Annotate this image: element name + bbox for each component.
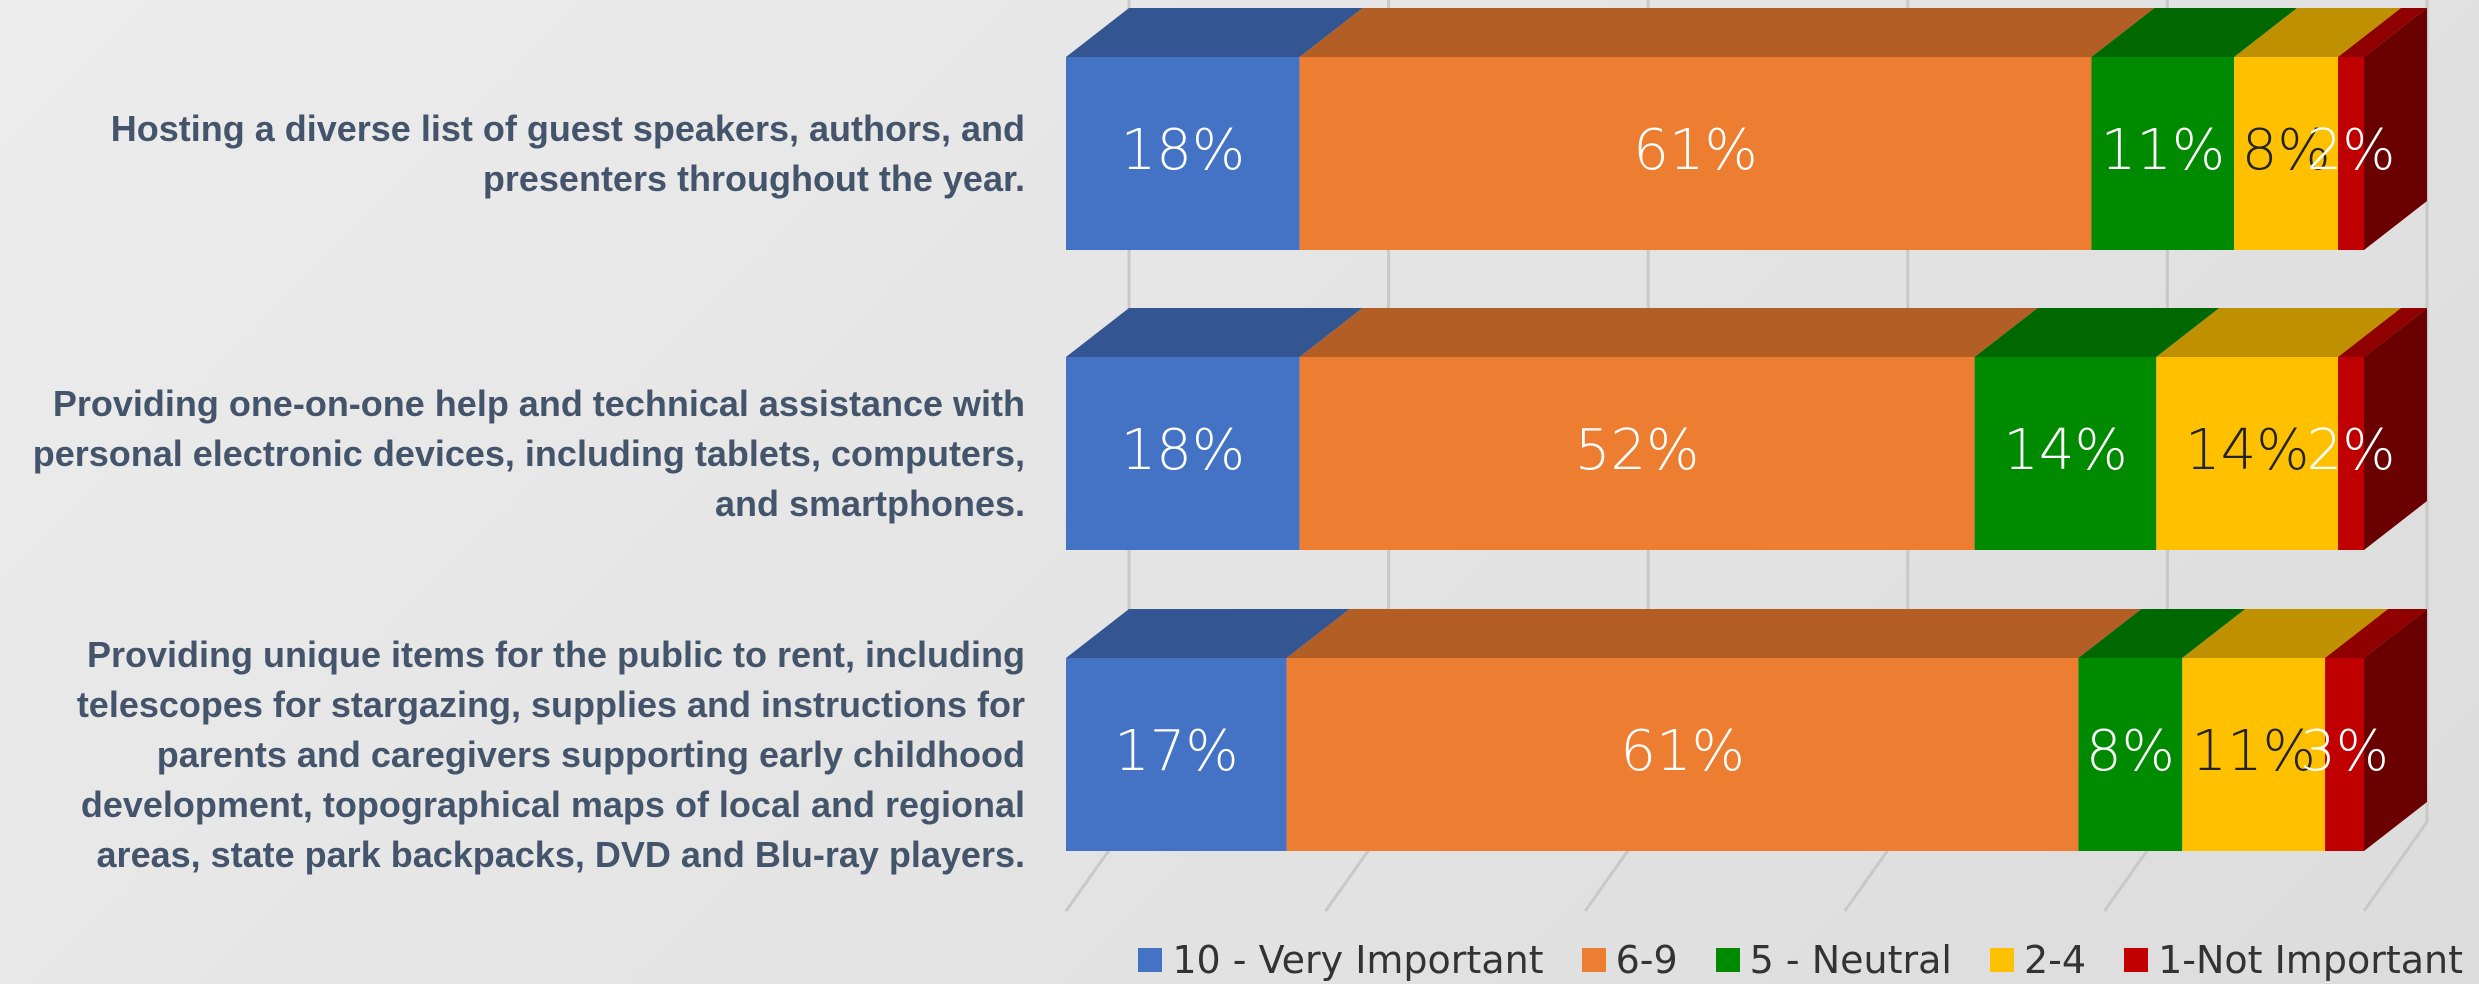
bar-front <box>2325 658 2364 851</box>
bar-front <box>2338 357 2364 550</box>
bar-segment <box>1066 8 1363 250</box>
value-label: 3% <box>2300 719 2389 784</box>
bar-front <box>2156 357 2339 550</box>
category-label: Providing one-on-one help and technical … <box>32 382 1025 524</box>
value-label: 2% <box>2307 118 2396 183</box>
legend: 10 - Very Important 6-9 5 - Neutral 2-4 1-No… <box>1138 938 2463 982</box>
bar-segment <box>2182 609 2389 851</box>
bar-top <box>2338 308 2427 357</box>
value-label: 61% <box>1633 118 1757 183</box>
bar-segment <box>2338 8 2427 250</box>
legend-label: 1-Not Important <box>2158 938 2463 982</box>
value-label: 8% <box>2242 118 2331 183</box>
legend-item: 6-9 <box>1581 938 1678 982</box>
bar-front <box>1299 357 1975 550</box>
bar-side <box>2364 609 2427 851</box>
legend-item: 5 - Neutral <box>1715 938 1952 982</box>
bar-segment <box>2234 8 2402 250</box>
bar-segment <box>1066 609 1350 851</box>
value-label: 11% <box>2101 118 2225 183</box>
bar-front <box>2182 658 2326 851</box>
value-label: 61% <box>1620 719 1744 784</box>
bar-top <box>1299 8 2155 57</box>
value-label: 2% <box>2307 418 2396 483</box>
bar-segment <box>1974 308 2220 550</box>
legend-swatch <box>1581 948 1606 972</box>
bar-top <box>2091 8 2298 57</box>
value-label: 17% <box>1114 719 1238 784</box>
value-label: 52% <box>1575 418 1699 483</box>
bar-segment <box>1286 609 2142 851</box>
bar-top <box>1066 8 1363 57</box>
bar-front <box>2338 57 2364 250</box>
bar-top <box>2325 609 2427 658</box>
bar-top <box>2338 8 2427 57</box>
bar-side <box>2364 8 2427 250</box>
value-label: 18% <box>1121 418 1245 483</box>
legend-label: 10 - Very Important <box>1172 938 1544 982</box>
legend-swatch <box>1138 948 1163 972</box>
bar-top <box>2234 8 2402 57</box>
value-label: 18% <box>1121 118 1245 183</box>
grid-line <box>2362 0 2429 912</box>
bar-front <box>2091 57 2235 250</box>
bar-top <box>1974 308 2220 357</box>
bar-front <box>1066 57 1300 250</box>
bar-segment <box>1299 8 2155 250</box>
legend-label: 6-9 <box>1615 938 1678 982</box>
bar-top <box>2156 308 2402 357</box>
legend-item: 1-Not Important <box>2124 938 2463 982</box>
bar-front <box>1974 357 2157 550</box>
legend-swatch <box>2124 948 2149 972</box>
value-label: 11% <box>2191 719 2315 784</box>
bar-front <box>1299 57 2092 250</box>
bar-top <box>1299 308 2038 357</box>
bar-front <box>1066 658 1287 851</box>
bar-top <box>1066 609 1350 658</box>
bar-front <box>1066 357 1300 550</box>
category-label: Hosting a diverse list of guest speakers… <box>110 107 1025 199</box>
category-label: Providing unique items for the public to… <box>76 633 1025 875</box>
legend-item: 2-4 <box>1989 938 2087 982</box>
bar-segment <box>2078 609 2246 851</box>
bar-segment <box>1066 308 1363 550</box>
bar-top <box>2182 609 2389 658</box>
legend-swatch <box>1989 948 2014 972</box>
value-label: 8% <box>2086 719 2175 784</box>
legend-label: 2-4 <box>2023 938 2087 982</box>
bar-segment <box>2156 308 2402 550</box>
bar-front <box>2078 658 2183 851</box>
bar-top <box>1286 609 2142 658</box>
legend-swatch <box>1715 948 1740 972</box>
bar-side <box>2364 308 2427 550</box>
bar-segment <box>2325 609 2427 851</box>
bar-top <box>1066 308 1363 357</box>
bar-segment <box>2338 308 2427 550</box>
bar-segment <box>2091 8 2298 250</box>
bar-front <box>1286 658 2079 851</box>
legend-label: 5 - Neutral <box>1749 938 1952 982</box>
legend-item: 10 - Very Important <box>1138 938 1544 982</box>
bar-top <box>2078 609 2246 658</box>
value-label: 14% <box>2003 418 2127 483</box>
bar-segment <box>1299 308 2038 550</box>
bar-front <box>2234 57 2339 250</box>
value-label: 14% <box>2185 418 2309 483</box>
